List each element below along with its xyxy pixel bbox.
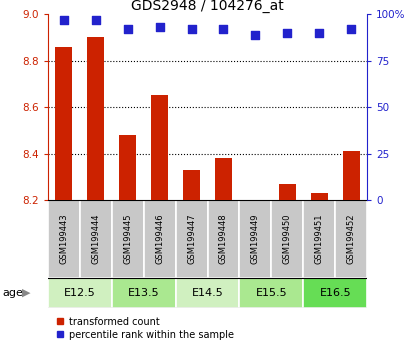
Text: E14.5: E14.5 (192, 288, 223, 298)
Bar (303, 200, 335, 278)
Text: GSM199449: GSM199449 (251, 214, 260, 264)
Point (61, 17, 67, 23)
Bar (239, 278, 303, 308)
Bar (55, 47, 73, 200)
Point (252, 32, 259, 38)
Text: ▶: ▶ (22, 288, 30, 298)
Text: E13.5: E13.5 (128, 288, 159, 298)
Text: GSM199450: GSM199450 (283, 214, 292, 264)
Text: GSM199451: GSM199451 (315, 214, 324, 264)
Text: GSM199448: GSM199448 (219, 213, 228, 264)
Bar (335, 200, 367, 278)
Text: GSM199445: GSM199445 (123, 214, 132, 264)
Bar (176, 200, 208, 278)
Bar (48, 278, 112, 308)
Text: GSM199444: GSM199444 (91, 214, 100, 264)
Bar (310, 193, 328, 200)
Bar (144, 200, 176, 278)
Text: GSM199447: GSM199447 (187, 213, 196, 264)
Bar (183, 170, 200, 200)
Text: GSM199446: GSM199446 (155, 213, 164, 264)
Bar (112, 200, 144, 278)
Title: GDS2948 / 104276_at: GDS2948 / 104276_at (131, 0, 284, 13)
Text: E12.5: E12.5 (64, 288, 95, 298)
Bar (87, 38, 105, 200)
Text: E16.5: E16.5 (320, 288, 351, 298)
Text: E15.5: E15.5 (256, 288, 287, 298)
Legend: transformed count, percentile rank within the sample: transformed count, percentile rank withi… (53, 313, 238, 343)
Bar (208, 200, 239, 278)
Point (156, 24, 163, 30)
Bar (119, 135, 137, 200)
Point (92, 17, 99, 23)
Point (284, 30, 290, 36)
Text: GSM199443: GSM199443 (59, 213, 68, 264)
Point (348, 26, 354, 32)
Bar (80, 200, 112, 278)
Bar (303, 278, 367, 308)
Bar (151, 96, 168, 200)
Bar (239, 200, 271, 278)
Text: GSM199452: GSM199452 (347, 214, 356, 264)
Point (188, 26, 195, 32)
Bar (278, 184, 296, 200)
Bar (215, 158, 232, 200)
Bar (271, 200, 303, 278)
Point (124, 26, 131, 32)
Bar (112, 278, 176, 308)
Bar (342, 151, 360, 200)
Text: age: age (2, 288, 23, 298)
Bar (176, 278, 239, 308)
Point (220, 26, 227, 32)
Point (316, 30, 323, 36)
Bar (48, 200, 80, 278)
